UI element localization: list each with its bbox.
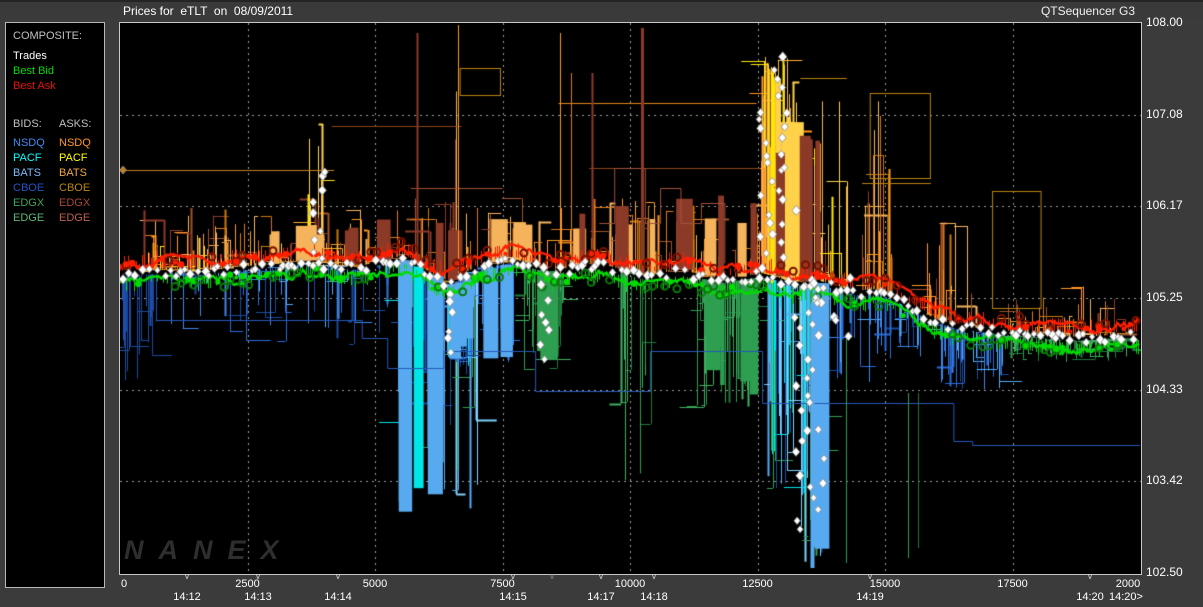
x-axis-time-label: 14:18 bbox=[640, 591, 668, 603]
bid-exchange-edge[interactable]: EDGE bbox=[13, 212, 45, 224]
x-axis-seq-label: 17500 bbox=[997, 578, 1028, 590]
x-axis-time-label: 14:15 bbox=[499, 591, 527, 603]
bid-exchange-nsdq[interactable]: NSDQ bbox=[13, 137, 45, 149]
ask-exchange-edgx[interactable]: EDGX bbox=[59, 197, 91, 209]
y-axis-label: 105.25 bbox=[1146, 290, 1183, 304]
asks-header: ASKS: bbox=[59, 118, 92, 130]
x-axis-seq-label: 2000 bbox=[1115, 578, 1141, 590]
x-axis-time-label: 14:14 bbox=[324, 591, 352, 603]
x-axis-time-label: 14:17 bbox=[587, 591, 615, 603]
ask-exchange-bats[interactable]: BATS bbox=[59, 167, 87, 179]
x-axis-seq-label: 12500 bbox=[742, 578, 773, 590]
bid-exchange-edgx[interactable]: EDGX bbox=[13, 197, 45, 209]
page-title: Prices for eTLT on 08/09/2011 bbox=[123, 4, 294, 18]
x-axis-seq-label: 10000 bbox=[614, 578, 646, 590]
x-axis-time-label: 14:19 bbox=[856, 591, 884, 603]
y-axis-label: 102.50 bbox=[1146, 565, 1183, 579]
y-axis-label: 107.08 bbox=[1146, 107, 1183, 121]
legend-panel: COMPOSITE: Trades Best Bid Best Ask BIDS… bbox=[5, 22, 105, 588]
ask-exchange-edge[interactable]: EDGE bbox=[59, 212, 91, 224]
legend-item-trades[interactable]: Trades bbox=[13, 50, 47, 62]
title-bar: Prices for eTLT on 08/09/2011 QTSequence… bbox=[0, 0, 1203, 19]
legend-item-best-bid[interactable]: Best Bid bbox=[13, 65, 54, 77]
y-axis-label: 104.33 bbox=[1146, 382, 1183, 396]
ask-exchange-nsdq[interactable]: NSDQ bbox=[59, 137, 91, 149]
y-axis-label: 106.17 bbox=[1146, 198, 1183, 212]
chart-plot-area: NANEX bbox=[119, 22, 1142, 575]
x-axis-seq-label: 15000 bbox=[869, 578, 901, 590]
bid-exchange-cboe[interactable]: CBOE bbox=[13, 182, 45, 194]
ask-exchange-cboe[interactable]: CBOE bbox=[59, 182, 91, 194]
bid-exchange-pacf[interactable]: PACF bbox=[13, 152, 42, 164]
y-axis-label: 103.42 bbox=[1146, 473, 1183, 487]
x-axis-seq-label: 7500 bbox=[490, 578, 515, 590]
bid-exchange-bats[interactable]: BATS bbox=[13, 167, 41, 179]
composite-header: COMPOSITE: bbox=[13, 30, 83, 42]
legend-item-best-ask[interactable]: Best Ask bbox=[13, 80, 56, 92]
x-axis-time-label: 14:13 bbox=[244, 591, 272, 603]
bids-header: BIDS: bbox=[13, 118, 42, 130]
app-title: QTSequencer G3 bbox=[1040, 4, 1135, 18]
x-axis-time-label: 14:12 bbox=[173, 591, 201, 603]
x-axis-seq-label: 0 bbox=[120, 578, 128, 590]
x-axis-seq-label: 5000 bbox=[362, 578, 388, 590]
x-axis-time-label: 14:20 bbox=[1076, 591, 1104, 603]
price-chart-canvas[interactable] bbox=[120, 23, 1141, 574]
ask-exchange-pacf[interactable]: PACF bbox=[59, 152, 88, 164]
x-axis-time-label: 14:20> bbox=[1108, 591, 1143, 603]
x-axis-seq-label: 2500 bbox=[235, 578, 260, 590]
